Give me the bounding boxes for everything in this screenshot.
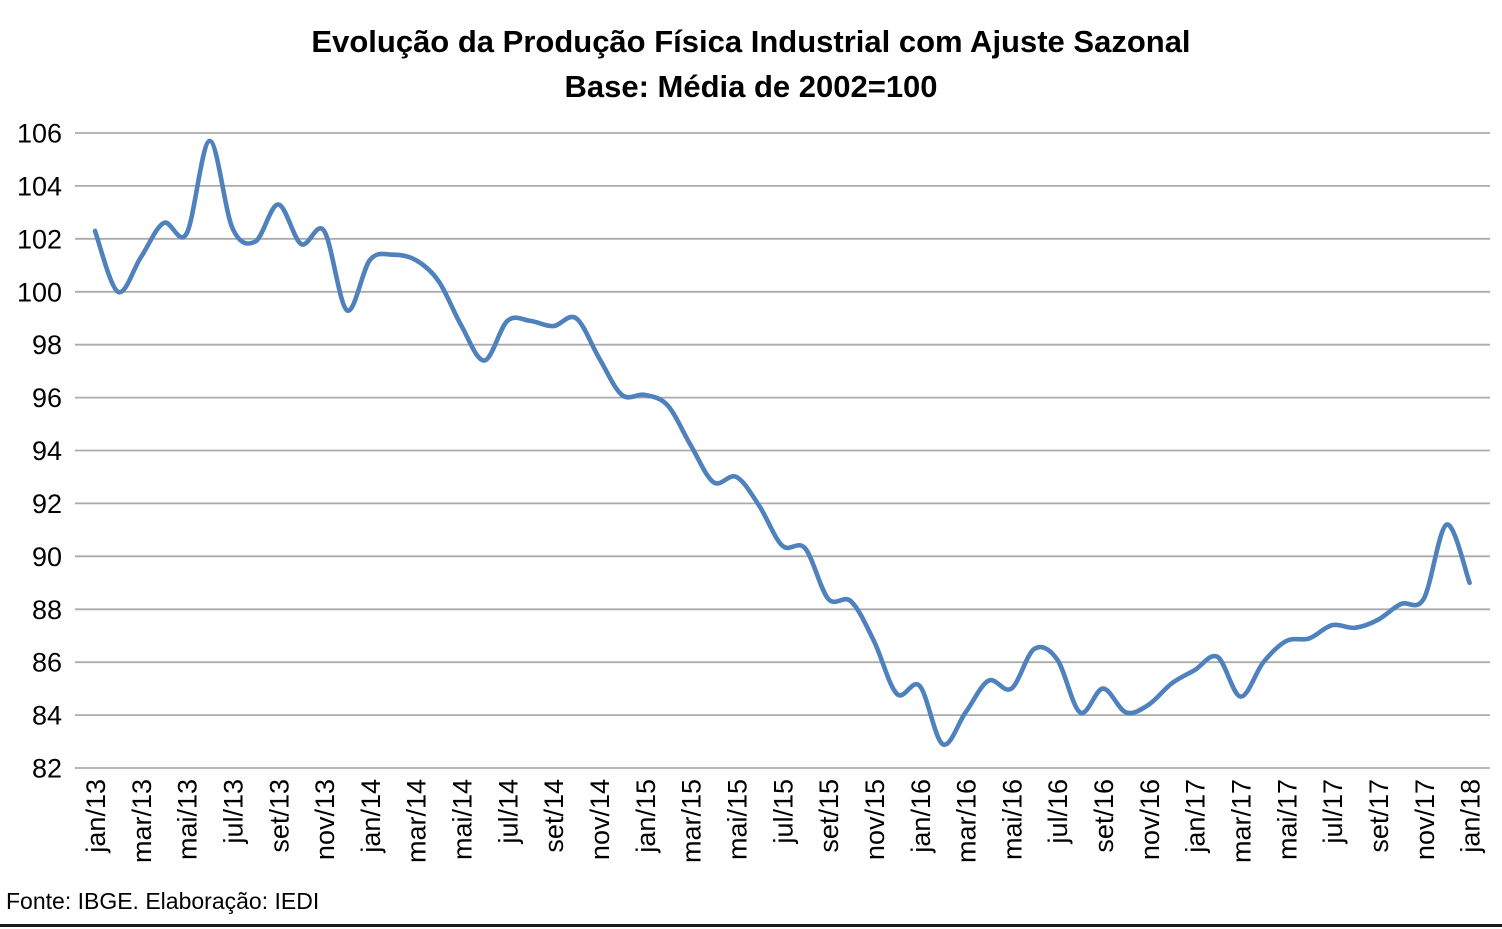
x-tick-label: mar/13: [127, 779, 157, 863]
series-line: [92, 138, 1472, 747]
y-tick-label: 96: [32, 383, 62, 413]
x-tick-label: jan/17: [1181, 779, 1211, 854]
x-tick-label: mar/15: [677, 779, 707, 863]
y-tick-label: 94: [32, 436, 62, 466]
bottom-rule: [0, 924, 1502, 927]
x-tick-label: nov/15: [860, 779, 890, 860]
x-tick-label: mar/16: [952, 779, 982, 863]
chart-title: Evolução da Produção Física Industrial c…: [311, 24, 1191, 59]
y-tick-label: 88: [32, 595, 62, 625]
y-tick-label: 102: [17, 224, 62, 254]
x-tick-label: set/16: [1089, 779, 1119, 853]
x-tick-label: jan/13: [81, 779, 111, 854]
x-tick-label: jan/16: [906, 779, 936, 854]
x-tick-label: set/15: [814, 779, 844, 853]
x-tick-label: jan/15: [631, 779, 661, 854]
y-tick-label: 98: [32, 330, 62, 360]
chart-subtitle: Base: Média de 2002=100: [564, 69, 938, 104]
y-tick-label: 84: [32, 701, 62, 731]
y-tick-label: 82: [32, 754, 62, 784]
x-tick-label: nov/16: [1135, 779, 1165, 860]
x-tick-label: jul/17: [1318, 779, 1348, 845]
x-tick-label: mar/17: [1227, 779, 1257, 863]
y-tick-label: 90: [32, 542, 62, 572]
x-tick-label: mai/13: [173, 779, 203, 860]
y-tick-label: 100: [17, 277, 62, 307]
x-tick-label: jul/14: [493, 779, 523, 845]
y-tick-label: 92: [32, 489, 62, 519]
x-tick-label: set/17: [1364, 779, 1394, 853]
x-tick-label: mai/17: [1272, 779, 1302, 860]
x-tick-label: mar/14: [402, 779, 432, 863]
x-tick-label: mai/16: [997, 779, 1027, 860]
x-tick-label: nov/14: [585, 779, 615, 860]
x-tick-label: nov/13: [310, 779, 340, 860]
x-tick-label: jul/15: [768, 779, 798, 845]
x-tick-label: set/14: [539, 779, 569, 853]
x-tick-label: nov/17: [1410, 779, 1440, 860]
y-tick-label: 86: [32, 648, 62, 678]
x-tick-label: jan/18: [1456, 779, 1486, 854]
x-tick-label: jul/13: [219, 779, 249, 845]
x-tick-label: jul/16: [1043, 779, 1073, 845]
y-tick-label: 104: [17, 171, 62, 201]
x-tick-label: set/13: [264, 779, 294, 853]
source-note: Fonte: IBGE. Elaboração: IEDI: [6, 888, 320, 914]
x-tick-label: jan/14: [356, 779, 386, 854]
x-tick-label: mai/15: [723, 779, 753, 860]
y-tick-label: 106: [17, 119, 62, 149]
x-tick-label: mai/14: [448, 779, 478, 860]
